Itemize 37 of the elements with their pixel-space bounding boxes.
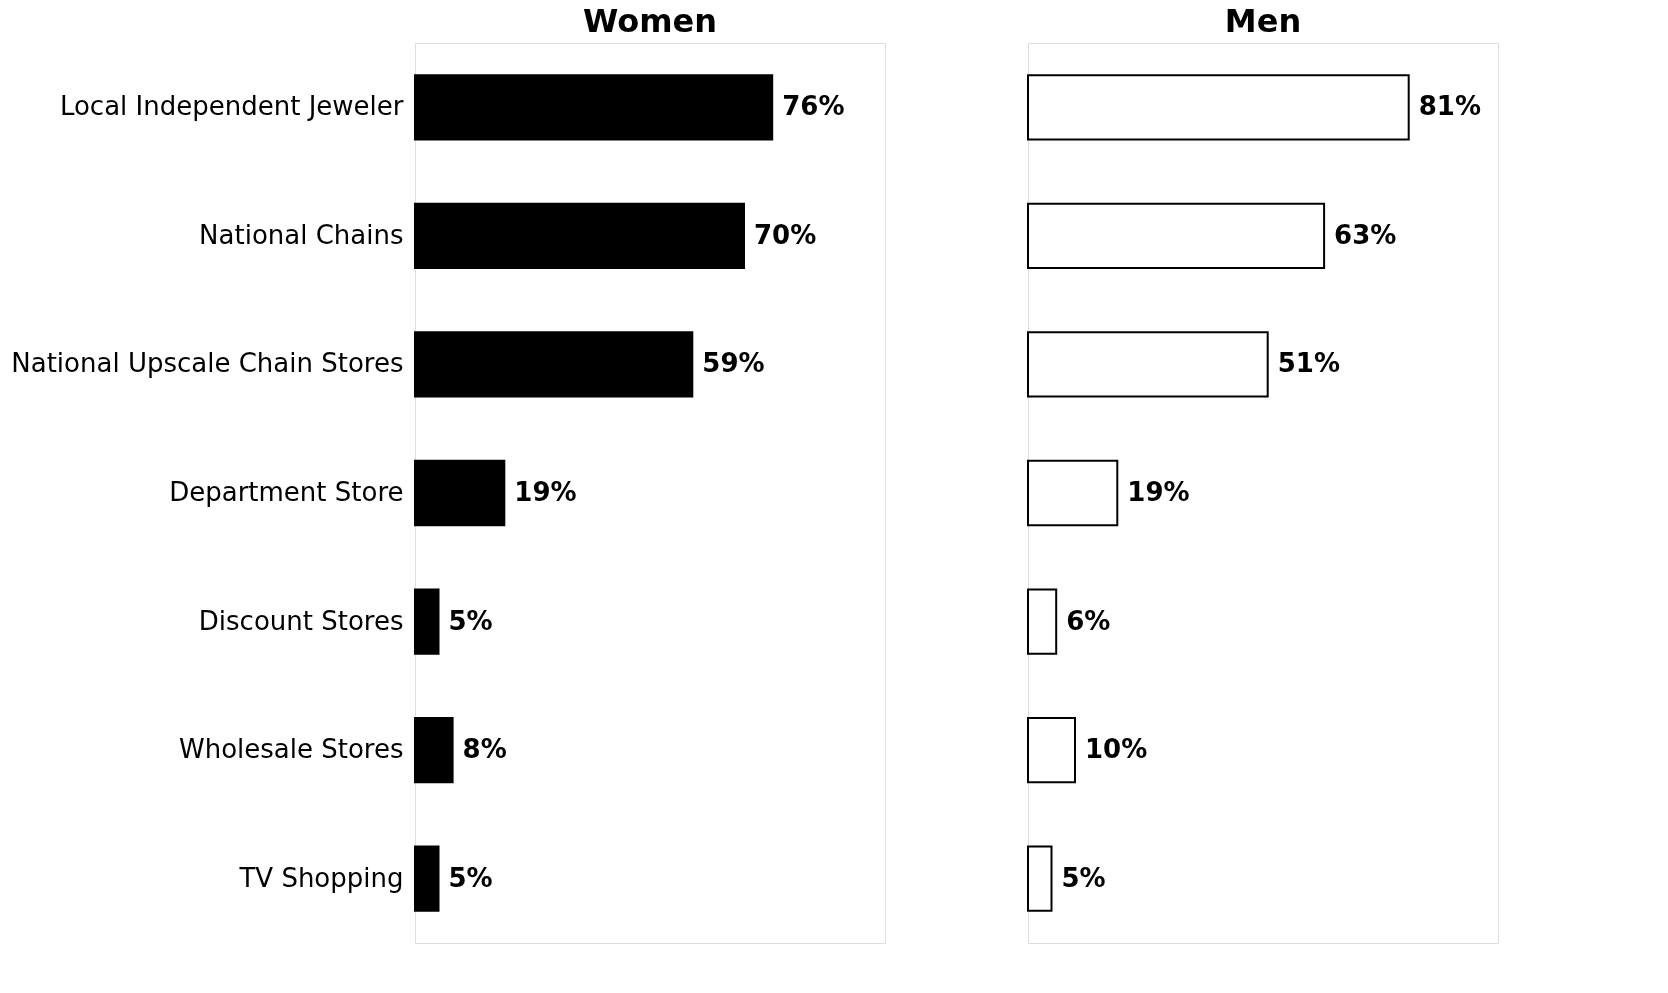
- data-label: 51%: [1277, 348, 1340, 379]
- y-tick-label: Discount Stores: [198, 605, 404, 636]
- bar: [414, 459, 506, 527]
- bar: [414, 588, 440, 655]
- y-tick-label: National Chains: [199, 219, 404, 250]
- bar: [414, 202, 745, 269]
- data-label: 19%: [514, 477, 577, 507]
- y-tick-label: TV Shopping: [238, 862, 404, 893]
- data-label: 70%: [754, 219, 817, 250]
- data-label: 6%: [1066, 605, 1111, 636]
- data-label: 19%: [1127, 477, 1190, 507]
- bar: [1027, 845, 1053, 912]
- y-tick-label: Wholesale Stores: [178, 734, 404, 765]
- y-tick-label: Local Independent Jeweler: [59, 91, 404, 122]
- bar: [414, 845, 440, 912]
- bar: [1027, 202, 1326, 269]
- chart-title: Men: [1224, 2, 1302, 40]
- chart-title: Women: [583, 2, 717, 40]
- bar: [1027, 588, 1058, 655]
- bar: [414, 74, 774, 141]
- data-label: 10%: [1085, 734, 1148, 765]
- bar: [1027, 717, 1076, 784]
- bar: [414, 717, 454, 784]
- bar: [1027, 331, 1269, 398]
- data-label: 59%: [702, 348, 765, 379]
- data-label: 76%: [782, 91, 845, 122]
- data-label: 63%: [1334, 219, 1397, 250]
- data-label: 81%: [1418, 91, 1481, 122]
- data-label: 5%: [448, 862, 493, 893]
- bar: [1027, 74, 1410, 141]
- bar: [1027, 459, 1119, 527]
- bar: [414, 331, 694, 398]
- y-tick-label: National Upscale Chain Stores: [11, 348, 404, 379]
- data-label: 8%: [462, 734, 507, 765]
- data-label: 5%: [448, 605, 493, 636]
- data-label: 5%: [1061, 862, 1106, 893]
- y-tick-label: Department Store: [169, 477, 404, 507]
